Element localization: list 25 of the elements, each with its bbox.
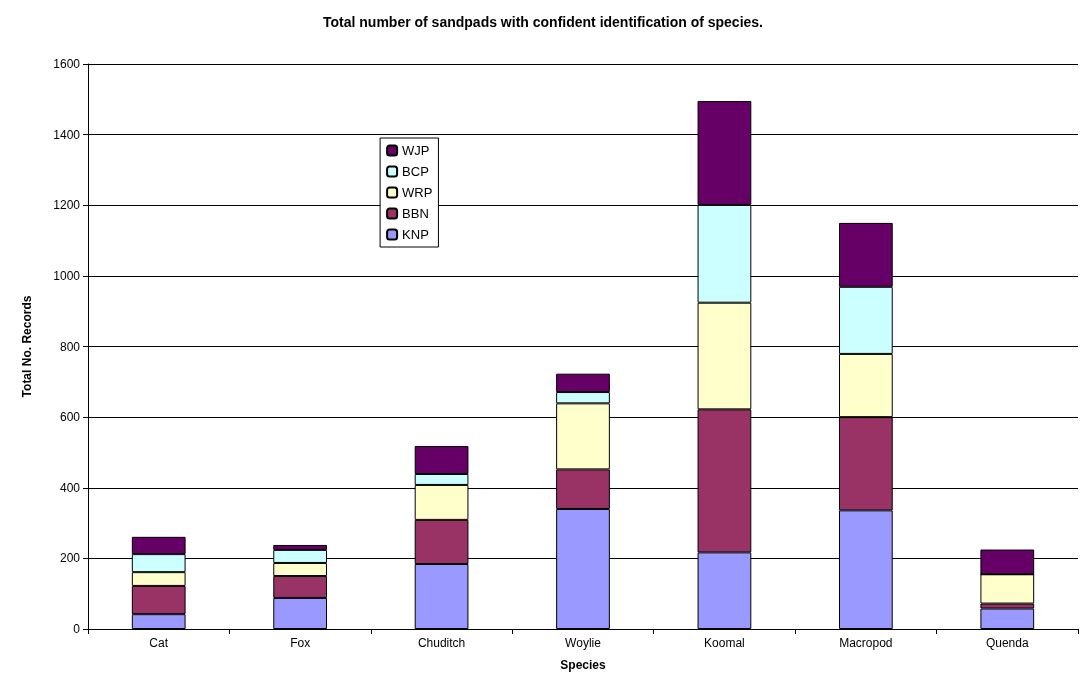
x-axis-title: Species — [560, 658, 606, 672]
y-tick-label: 1000 — [53, 268, 81, 283]
y-tick-label: 1200 — [53, 198, 81, 213]
y-tick-label: 400 — [59, 480, 81, 495]
x-tick-label: Woylie — [565, 636, 602, 650]
y-tick-label: 600 — [59, 410, 81, 425]
x-tick-label: Fox — [290, 636, 311, 650]
legend-label: BBN — [402, 206, 429, 221]
y-tick-label: 800 — [59, 339, 81, 354]
legend-label: KNP — [402, 227, 429, 242]
y-tick-label: 1400 — [53, 127, 81, 142]
x-tick-label: Quenda — [985, 636, 1029, 650]
y-tick-label: 200 — [59, 551, 81, 566]
x-tick-label: Cat — [149, 636, 169, 650]
legend-label: WRP — [402, 185, 433, 200]
y-tick-label: 0 — [73, 622, 81, 636]
x-tick-label: Chuditch — [417, 636, 466, 650]
bar — [980, 608, 1035, 629]
legend-label: WJP — [402, 143, 430, 158]
y-tick-label: 1600 — [53, 57, 81, 71]
y-axis-title: Total No. Records — [20, 295, 34, 398]
chart-title: Total number of sandpads with confident identification of species. — [323, 14, 763, 30]
x-tick-label: Koomal — [704, 636, 745, 650]
x-tick-label: Macropod — [839, 636, 893, 650]
legend-label: BCP — [402, 164, 429, 179]
